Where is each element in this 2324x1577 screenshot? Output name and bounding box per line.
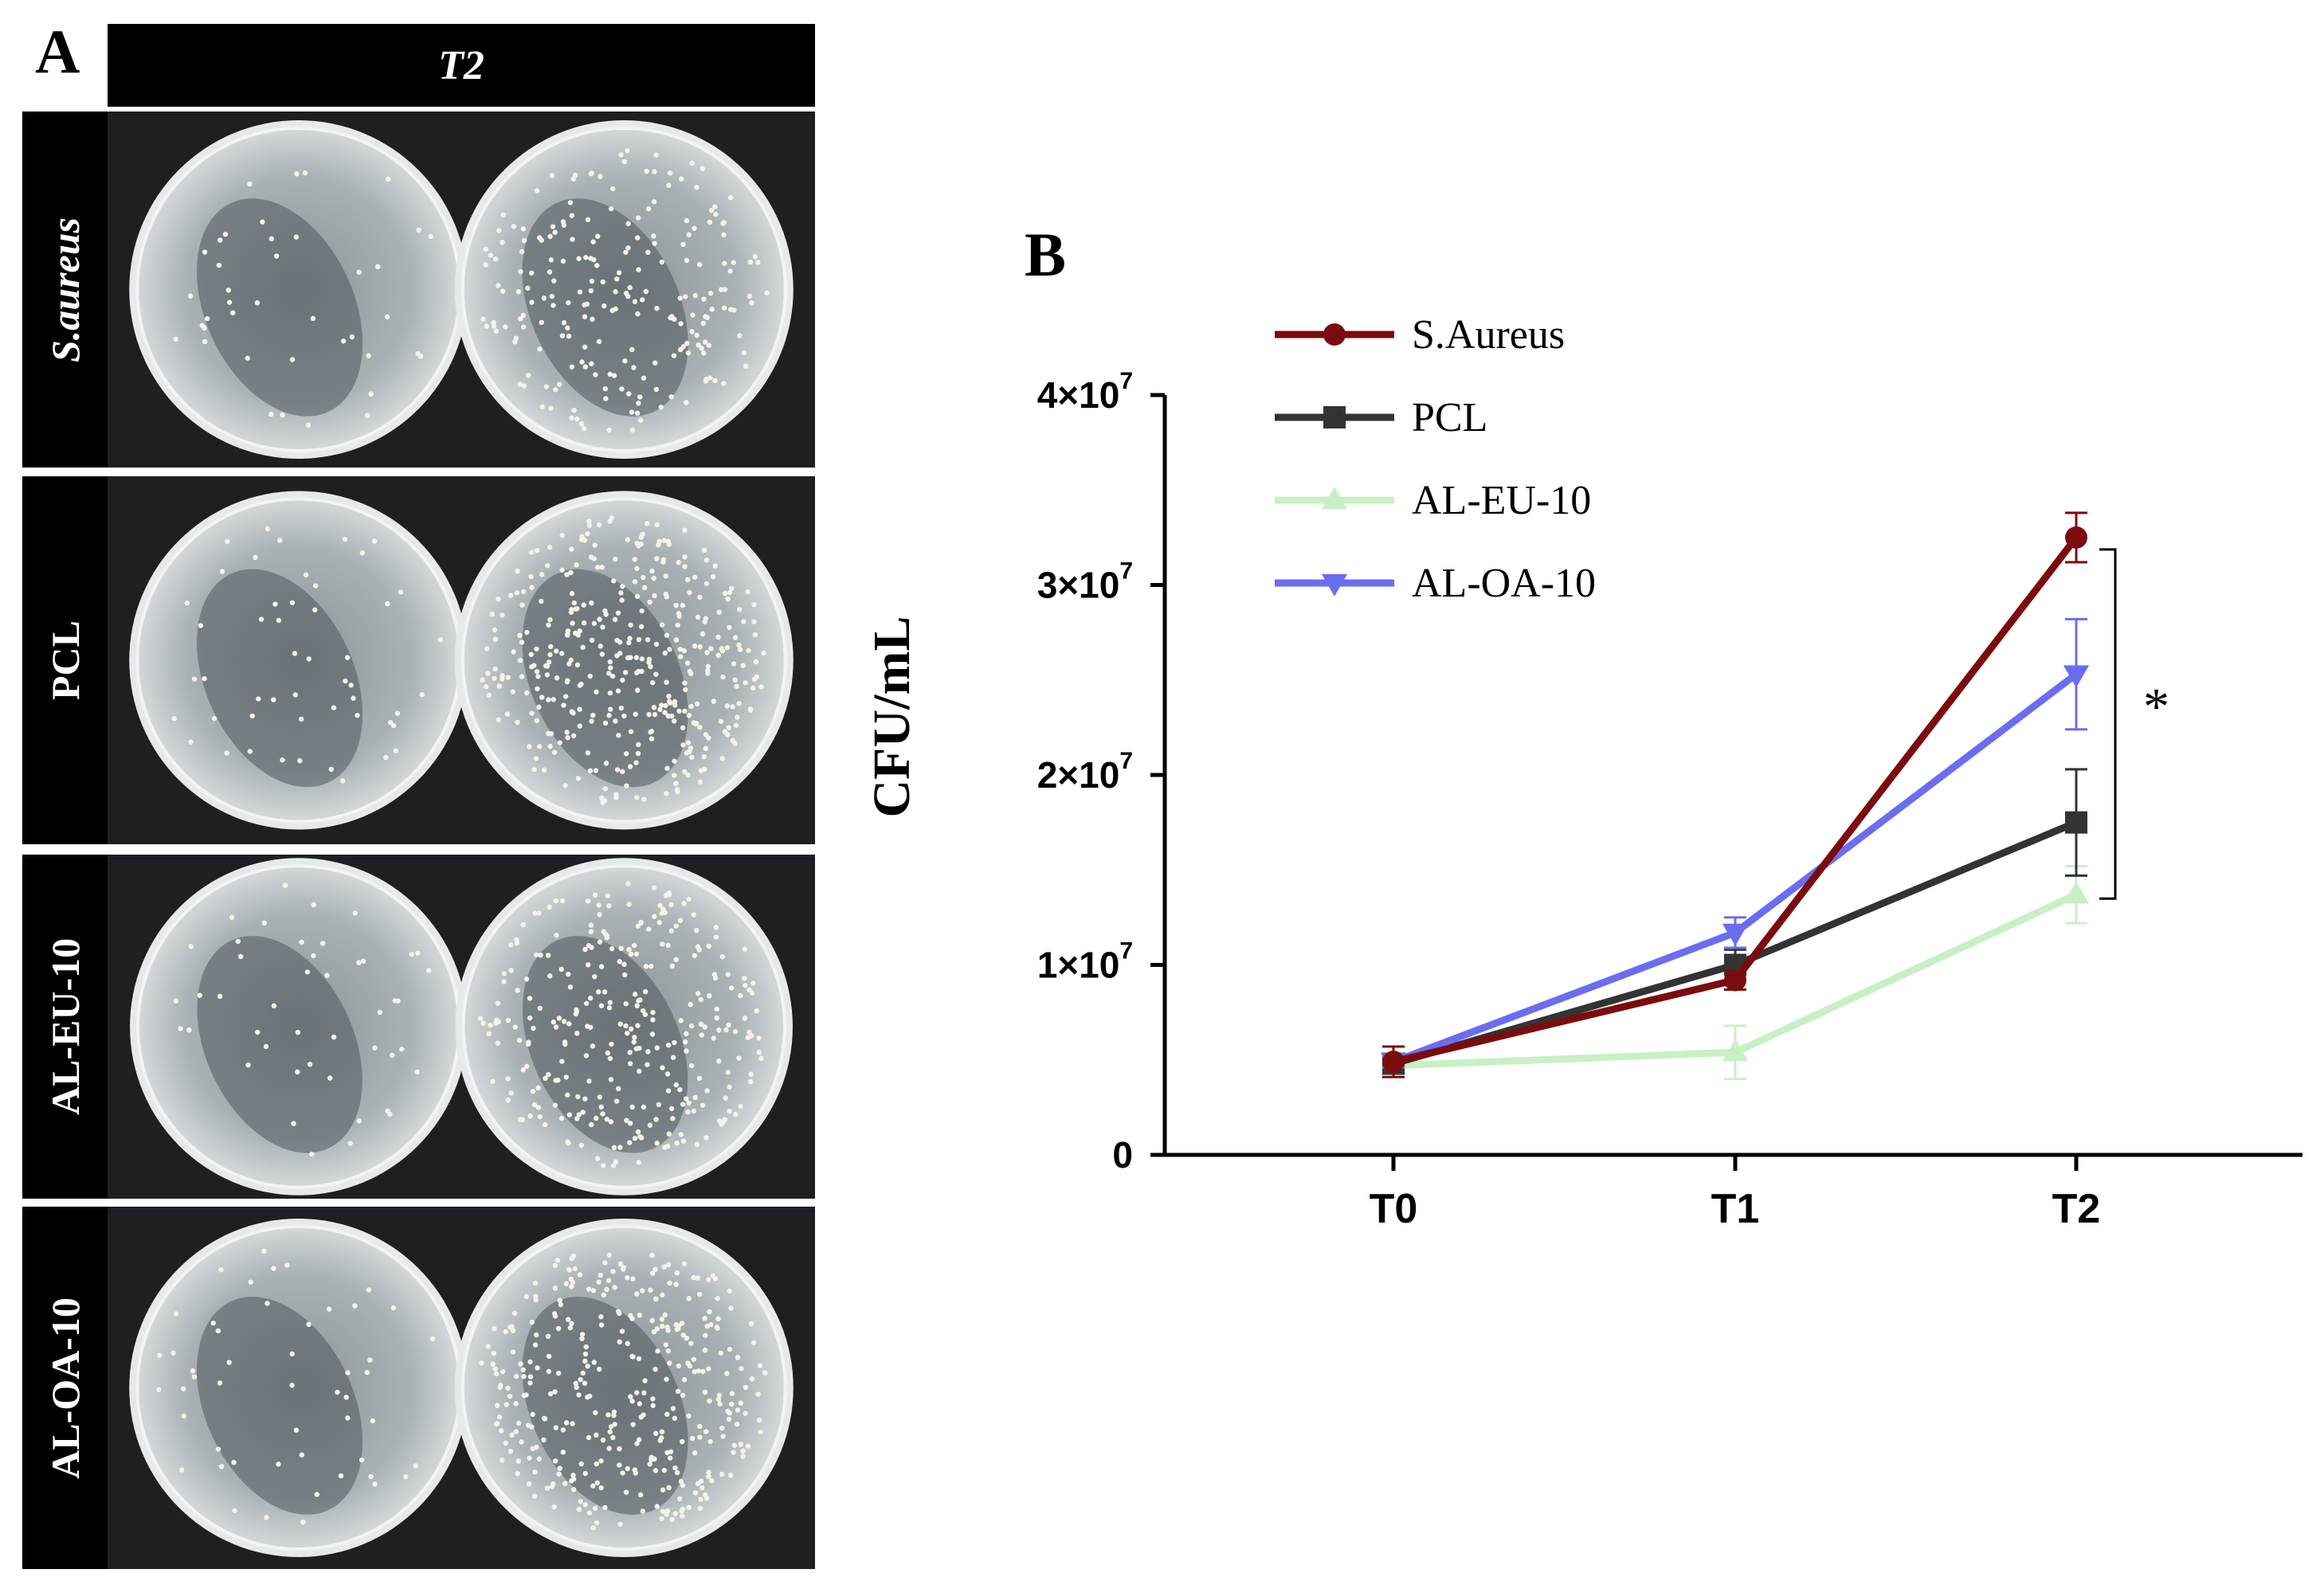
legend-label: PCL [1412, 394, 1488, 440]
legend-swatch [1275, 573, 1394, 597]
panel-a: A T2 S.aureus PCL AL-EU-10 AL-OA-10 [0, 0, 821, 1577]
data-point [1724, 969, 1746, 992]
panel-b-letter: B [1025, 220, 1067, 289]
plate-row: AL-EU-10 [22, 855, 815, 1199]
series-al-oa-10 [1380, 617, 2090, 1075]
row-label-text: AL-EU-10 [42, 937, 88, 1116]
column-header-label: T2 [438, 42, 484, 88]
y-tick-label: 4×107 [1037, 368, 1133, 416]
legend-label: AL-OA-10 [1412, 560, 1597, 606]
x-tick-label: T1 [1711, 1186, 1760, 1232]
series-s-aureus [1382, 511, 2087, 1078]
line-chart: 0 1×107 2×107 3×107 4×107 T0 T1 T2 [1037, 368, 2302, 1232]
data-point [1722, 923, 1749, 946]
data-point [1722, 1039, 1749, 1062]
y-tick-label: 2×107 [1037, 748, 1133, 796]
plate-row: S.aureus [22, 112, 815, 468]
plate-row: AL-OA-10 [22, 1207, 815, 1569]
significance-marker: * [2143, 678, 2169, 736]
data-point [2063, 665, 2090, 688]
legend-swatch [1275, 406, 1394, 428]
row-label: AL-EU-10 [22, 855, 108, 1199]
legend-item: AL-EU-10 [1275, 476, 1591, 524]
row-label-text: AL-OA-10 [42, 1297, 88, 1479]
legend-item: AL-OA-10 [1275, 559, 1596, 607]
petri-dish-photo [108, 855, 815, 1199]
row-label-text: PCL [42, 620, 88, 700]
legend-label: AL-EU-10 [1412, 477, 1592, 523]
x-tick-label: T2 [2052, 1186, 2101, 1232]
row-label: AL-OA-10 [22, 1207, 108, 1569]
data-point [2065, 811, 2087, 834]
y-tick-label: 0 [1112, 1134, 1133, 1176]
legend-swatch [1275, 323, 1394, 346]
y-axis-title: CFU/mL [863, 616, 921, 818]
panel-b: 0 1×107 2×107 3×107 4×107 T0 T1 T2 B CFU/mL S.A… [845, 0, 2324, 1577]
plate-row: PCL [22, 476, 815, 844]
data-point [1382, 1051, 1405, 1074]
row-label: PCL [22, 476, 108, 844]
petri-dish-photo [108, 1207, 815, 1569]
row-label-text: S.aureus [42, 217, 88, 362]
x-tick-label: T0 [1370, 1186, 1418, 1232]
panel-a-letter: A [35, 17, 80, 86]
significance-bracket [2099, 548, 2117, 900]
y-tick-label: 1×107 [1037, 938, 1133, 986]
data-point [2065, 526, 2087, 549]
legend-item: PCL [1275, 393, 1487, 441]
column-header: T2 [108, 24, 815, 107]
y-tick-label: 3×107 [1037, 558, 1133, 606]
petri-dish-photo [108, 476, 815, 844]
data-point [2063, 881, 2090, 904]
legend-swatch [1275, 487, 1394, 510]
legend-label: S.Aureus [1412, 311, 1566, 358]
legend-item: S.Aureus [1275, 311, 1565, 358]
petri-dish-photo [108, 112, 815, 468]
row-label: S.aureus [22, 112, 108, 468]
